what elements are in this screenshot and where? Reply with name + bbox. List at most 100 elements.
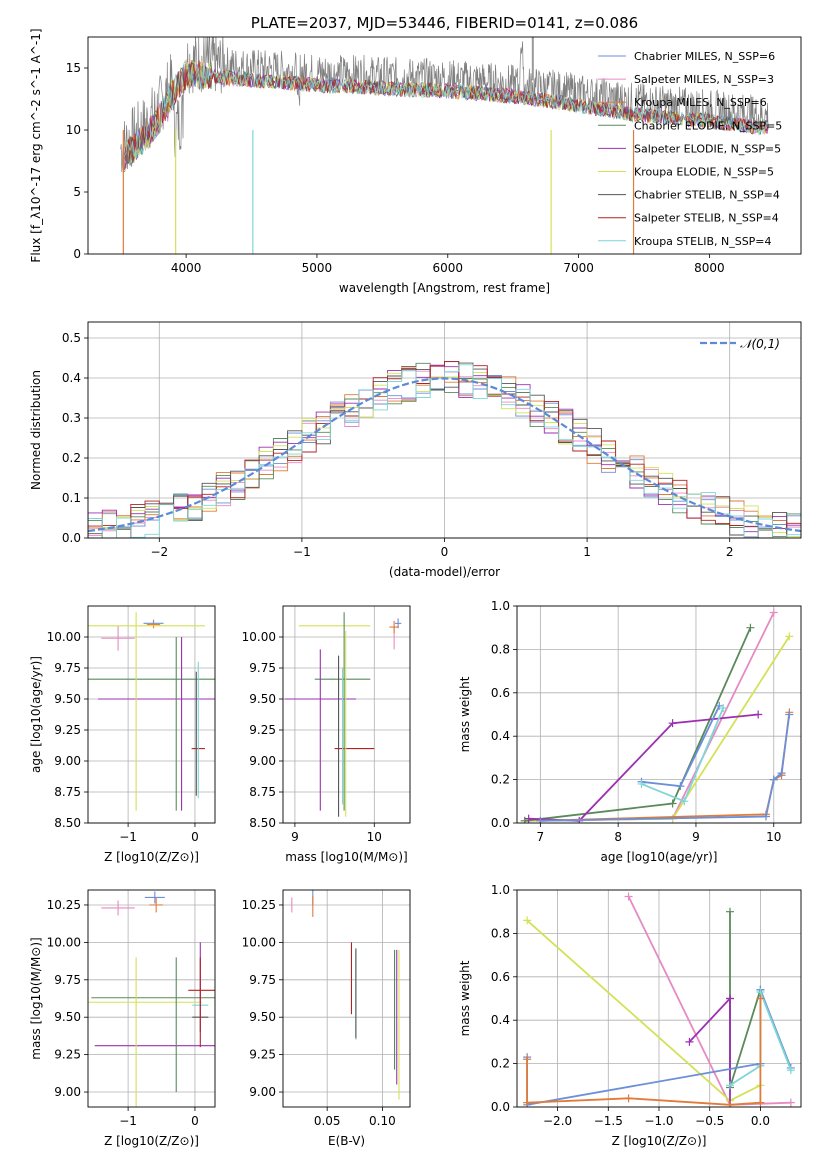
tick-label-x: 9 — [692, 830, 700, 844]
tick-label-y: 9.50 — [54, 1010, 81, 1024]
spectrum-model-line — [124, 60, 769, 158]
tick-label-x: −1 — [293, 545, 311, 559]
spectrum-legend: Chabrier MILES, N_SSP=6 Salpeter MILES, N… — [598, 50, 782, 248]
tick-label-y: 0.0 — [62, 531, 81, 545]
weight-vs-Z-ylabel: mass weight — [458, 960, 472, 1036]
tick-label-x: 1 — [583, 545, 591, 559]
age-vs-Z-ylabel: age [log10(age/yr)] — [29, 656, 43, 773]
tick-label-y: 0.4 — [62, 371, 81, 385]
mass-weight-marker — [726, 1081, 734, 1090]
weight-vs-age-plot — [520, 608, 794, 823]
tick-label-y: 10.00 — [47, 935, 81, 949]
mass-weight-marker — [761, 812, 770, 821]
mass-weight-marker — [624, 892, 633, 901]
tick-label-y: 9.00 — [54, 754, 81, 768]
mass-weight-marker — [754, 710, 763, 719]
age-vs-Z-frame — [87, 605, 216, 824]
tick-label-x: 0 — [191, 830, 199, 844]
legend-label: Chabrier ELODIE, N_SSP=5 — [634, 119, 782, 132]
mass-weight-line — [526, 998, 762, 1106]
mass-weight-marker — [786, 1066, 795, 1075]
legend-label: Salpeter ELODIE, N_SSP=5 — [634, 142, 781, 155]
mass-vs-Z-frame — [87, 889, 216, 1108]
tick-label-y: 10 — [66, 123, 81, 137]
tick-label-y: 0.6 — [491, 970, 510, 984]
age-vs-Z-plot — [88, 612, 215, 811]
tick-label-y: 0.0 — [491, 1100, 510, 1114]
tick-label-y: 8.75 — [54, 785, 81, 799]
mass-vs-ebv-xlabel: E(B-V) — [328, 1134, 365, 1148]
tick-label-y: 9.00 — [249, 754, 276, 768]
mass-vs-ebv-plot — [291, 890, 400, 1100]
mass-weight-marker — [726, 994, 734, 1003]
mass-vs-ebv-frame — [282, 889, 411, 1108]
tick-label-x: −2.0 — [543, 1114, 572, 1128]
legend-label: Chabrier MILES, N_SSP=6 — [634, 50, 775, 63]
mass-vs-Z-axes — [84, 890, 215, 1111]
tick-label-y: 0.8 — [491, 642, 510, 656]
tick-label-y: 1.0 — [491, 883, 510, 897]
tick-label-y: 0.0 — [491, 816, 510, 830]
tick-label-y: 8.50 — [54, 816, 81, 830]
residual-plot — [88, 360, 801, 538]
spectrum-model-line — [124, 60, 769, 170]
tick-label-y: 0.2 — [491, 773, 510, 787]
mass-weight-marker — [523, 1098, 532, 1107]
weight-vs-Z-frame — [516, 889, 802, 1108]
legend-label: Kroupa STELIB, N_SSP=4 — [634, 235, 772, 248]
residuals-xlabel: (data-model)/error — [389, 565, 500, 579]
mass-weight-marker — [523, 916, 532, 925]
mass-weight-marker — [785, 710, 794, 719]
mass-weight-marker — [777, 769, 786, 778]
spectrum-frame — [87, 36, 802, 255]
tick-label-x: 8 — [614, 830, 622, 844]
tick-label-x: 6000 — [432, 261, 463, 275]
tick-label-x: 0.10 — [369, 1114, 396, 1128]
mass-weight-marker — [637, 779, 646, 788]
legend-label: Salpeter MILES, N_SSP=3 — [634, 73, 774, 86]
legend-label: 𝒩(0,1) — [740, 337, 780, 351]
spectrum-ylabel: Flux [f_λ10^-17 erg cm^-2 s^-1 A^-1] — [29, 28, 43, 262]
tick-label-y: 15 — [66, 61, 81, 75]
tick-label-y: 0.5 — [62, 331, 81, 345]
mass-weight-marker — [676, 782, 685, 791]
mass-weight-marker — [668, 719, 677, 728]
mass-weight-marker — [726, 1100, 734, 1107]
tick-label-x: 5000 — [302, 261, 333, 275]
weight-vs-age-xlabel: age [log10(age/yr)] — [601, 850, 718, 864]
weight-vs-Z-xlabel: Z [log10(Z/Z⊙)] — [612, 1134, 707, 1148]
mass-weight-marker — [536, 816, 545, 823]
tick-label-x: 9 — [291, 830, 299, 844]
tick-label-y: 9.75 — [249, 973, 276, 987]
mass-weight-marker — [756, 1098, 765, 1107]
tick-label-y: 0.4 — [491, 729, 510, 743]
mass-weight-marker — [785, 632, 794, 641]
weight-vs-age-frame — [516, 605, 802, 824]
tick-label-y: 9.25 — [249, 1048, 276, 1062]
tick-label-y: 9.00 — [54, 1085, 81, 1099]
tick-label-y: 9.25 — [54, 723, 81, 737]
tick-label-y: 8.50 — [249, 816, 276, 830]
mass-weight-marker — [769, 775, 778, 784]
tick-label-y: 9.25 — [249, 723, 276, 737]
age-vs-mass-xlabel: mass [log10(M/M⊙)] — [285, 850, 407, 864]
mass-weight-marker — [523, 1055, 532, 1064]
mass-weight-marker — [719, 703, 728, 712]
tick-label-x: 8000 — [694, 261, 725, 275]
mass-weight-marker — [524, 814, 533, 823]
mass-weight-line — [729, 911, 762, 1088]
spectrum-title: PLATE=2037, MJD=53446, FIBERID=0141, z=0… — [251, 14, 638, 32]
tick-label-x: 4000 — [171, 261, 202, 275]
tick-label-x: 7 — [537, 830, 545, 844]
tick-label-x: 0 — [191, 1114, 199, 1128]
age-vs-mass-frame — [282, 605, 411, 824]
tick-label-y: 9.00 — [249, 1085, 276, 1099]
tick-label-y: 0.2 — [491, 1057, 510, 1071]
tick-label-y: 0 — [73, 247, 81, 261]
mass-weight-marker — [786, 1098, 795, 1107]
mass-weight-marker — [726, 907, 734, 916]
weight-vs-age-ylabel: mass weight — [458, 676, 472, 752]
mass-weight-line — [526, 919, 761, 1102]
tick-label-y: 9.25 — [54, 1048, 81, 1062]
tick-label-y: 9.50 — [249, 692, 276, 706]
